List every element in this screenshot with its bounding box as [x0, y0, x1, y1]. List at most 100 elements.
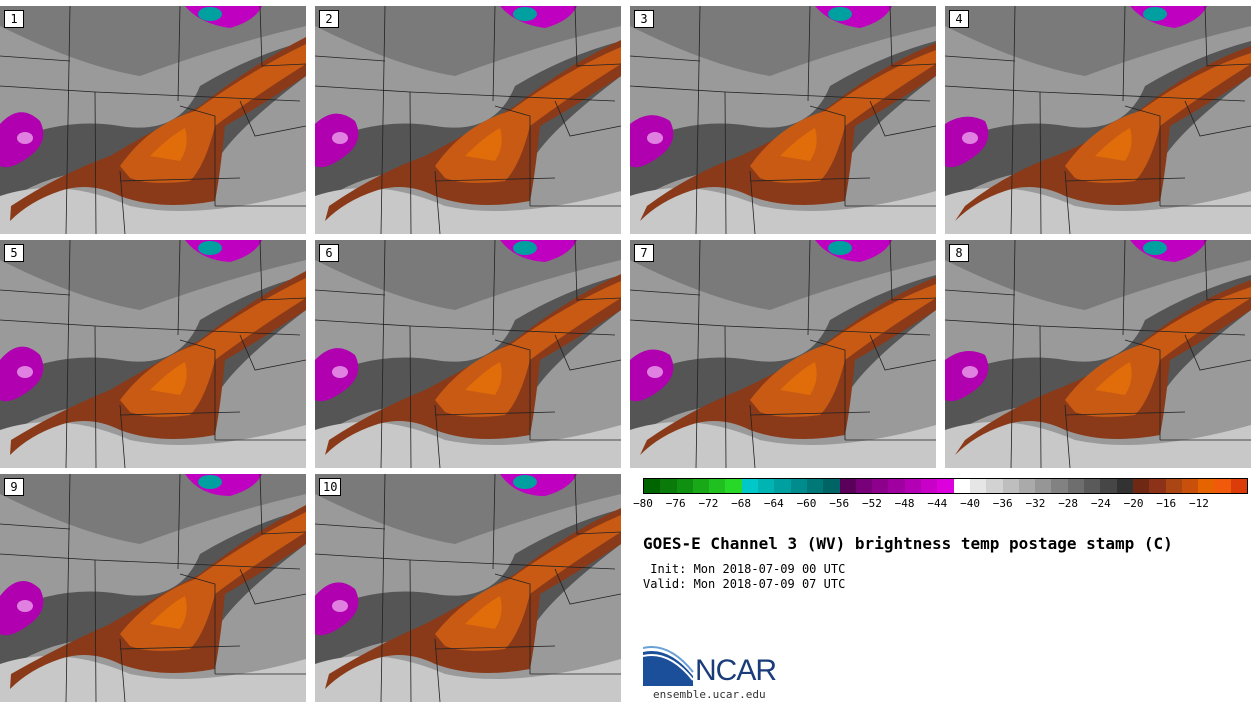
- border-line: [239, 568, 306, 605]
- border-line: [119, 645, 241, 650]
- border-line: [1064, 404, 1071, 468]
- border-line: [554, 568, 621, 605]
- colorbar-swatch: [1149, 479, 1166, 493]
- border-line: [749, 404, 756, 468]
- moist-region-south: [0, 656, 306, 702]
- border-line: [1204, 240, 1251, 301]
- border-line: [179, 573, 216, 674]
- very-cold-cloud-top: [1143, 241, 1167, 255]
- panel-number: 4: [949, 10, 969, 28]
- colorbar-swatch: [758, 479, 775, 493]
- dry-air-max: [780, 362, 817, 395]
- colorbar-tick-label: −76: [665, 497, 686, 510]
- border-line: [179, 105, 216, 206]
- panel-number: 6: [319, 244, 339, 262]
- cloud-highlight: [17, 600, 33, 612]
- stamp-panel-4: 4: [945, 6, 1251, 234]
- colorbar-swatch: [986, 479, 1003, 493]
- panel-number: 5: [4, 244, 24, 262]
- border-line: [94, 559, 301, 570]
- border-line: [1124, 339, 1161, 440]
- colorbar-swatch: [1116, 479, 1133, 493]
- colorbar-swatch: [709, 479, 726, 493]
- colorbar-swatch: [676, 479, 693, 493]
- stamp-panel-6: 6: [315, 240, 621, 468]
- colorbar-swatch: [1132, 479, 1150, 493]
- border-line: [1184, 100, 1251, 137]
- border-line: [749, 177, 871, 182]
- border-line: [492, 6, 496, 102]
- very-cold-cloud-top: [198, 475, 222, 489]
- border-line: [380, 474, 386, 702]
- dry-air-max: [1095, 128, 1132, 161]
- cloud-highlight: [647, 366, 663, 378]
- dry-band-dark: [945, 275, 1251, 440]
- very-cold-cloud-top: [1143, 7, 1167, 21]
- colorbar-swatch: [823, 479, 840, 493]
- border-line: [434, 638, 441, 702]
- border-line: [1010, 6, 1016, 234]
- state-borders: [315, 240, 621, 468]
- colorbar-swatch: [1198, 479, 1215, 493]
- border-line: [574, 6, 621, 67]
- colorbar-swatch: [692, 479, 710, 493]
- border-line: [1010, 240, 1016, 468]
- moist-region-south: [0, 188, 306, 234]
- border-line: [724, 91, 931, 102]
- border-line: [724, 325, 931, 336]
- cloud-highlight: [962, 132, 978, 144]
- border-line: [409, 91, 616, 102]
- state-borders: [315, 6, 621, 234]
- panel-number: 10: [319, 478, 342, 496]
- very-cold-cloud-top: [198, 241, 222, 255]
- border-line: [1122, 240, 1126, 336]
- very-cold-cloud-top: [198, 7, 222, 21]
- border-line: [494, 573, 531, 674]
- very-cold-cloud-top: [828, 241, 852, 255]
- colorbar-swatch: [937, 479, 954, 493]
- moist-region-south: [945, 188, 1251, 234]
- stamp-panel-9: 9: [0, 474, 306, 702]
- colorbar-tick-label: −60: [796, 497, 817, 510]
- border-line: [94, 91, 301, 102]
- dry-band-dark: [945, 41, 1251, 206]
- colorbar-tick-label: −48: [894, 497, 915, 510]
- border-line: [409, 559, 616, 570]
- border-line: [259, 240, 306, 301]
- stamp-panel-2: 2: [315, 6, 621, 234]
- border-line: [869, 334, 936, 371]
- dry-air-plume: [10, 271, 306, 455]
- border-line: [574, 474, 621, 535]
- border-line: [1124, 105, 1161, 206]
- state-borders: [945, 240, 1251, 468]
- border-line: [630, 289, 701, 296]
- state-borders: [0, 6, 306, 234]
- border-line: [239, 100, 306, 137]
- border-line: [749, 170, 756, 234]
- state-borders: [630, 240, 936, 468]
- border-line: [492, 474, 496, 570]
- border-line: [119, 177, 241, 182]
- border-line: [65, 240, 71, 468]
- dry-air-max: [465, 128, 502, 161]
- dry-band-dark: [0, 275, 306, 440]
- colorbar-swatch: [725, 479, 742, 493]
- colorbar-tick-label: −24: [1090, 497, 1111, 510]
- colorbar-tick-label: −68: [731, 497, 752, 510]
- very-cold-cloud-top: [513, 241, 537, 255]
- ncar-swoosh-icon: [642, 646, 694, 686]
- panel-number: 3: [634, 10, 654, 28]
- cloud-highlight: [332, 366, 348, 378]
- border-line: [1184, 334, 1251, 371]
- stamp-panel-10: 10: [315, 474, 621, 702]
- cloud-highlight: [17, 132, 33, 144]
- moist-region-south: [315, 422, 621, 468]
- panel-number: 8: [949, 244, 969, 262]
- dry-air-max: [150, 596, 187, 629]
- colorbar-swatch: [1051, 479, 1068, 493]
- colorbar-tick-label: −36: [992, 497, 1013, 510]
- colorbar-tick-label: −64: [763, 497, 784, 510]
- dry-air-max: [150, 128, 187, 161]
- border-line: [380, 240, 386, 468]
- dry-air-max: [780, 128, 817, 161]
